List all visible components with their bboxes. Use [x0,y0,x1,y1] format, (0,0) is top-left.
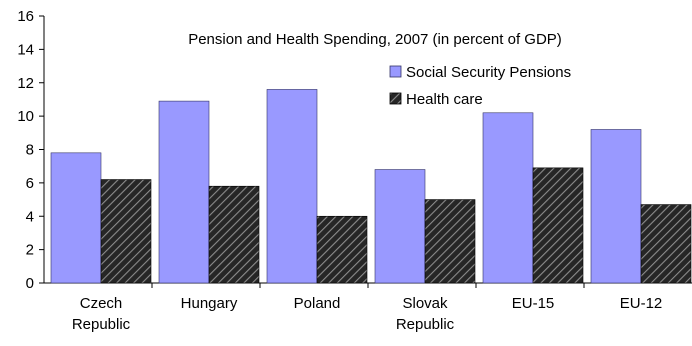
legend: Social Security Pensions Health care [389,64,571,108]
y-tick-label: 10 [17,108,34,125]
legend-label-health-care: Health care [406,91,483,108]
y-tick-label: 0 [26,275,34,292]
y-tick-label: 12 [17,75,34,92]
y-tick-label: 14 [17,41,34,58]
bar-health-care [208,185,260,284]
bar-health-care [640,204,692,284]
x-category-label: Poland [294,295,341,312]
bar-health-care [424,199,476,284]
y-tick-label: 2 [26,242,34,259]
bar-health-care [532,167,584,284]
bar-social-security-pensions [266,89,318,284]
y-tick-label: 4 [26,208,34,225]
x-category-label: Hungary [181,295,238,312]
legend-swatch-health-care [389,92,402,105]
bar-social-security-pensions [158,100,210,284]
y-tick-label: 16 [17,8,34,25]
bar-social-security-pensions [50,152,102,284]
y-tick-label: 6 [26,175,34,192]
legend-label-pensions: Social Security Pensions [406,64,571,81]
bar-health-care [100,179,152,284]
plot-area: 0 2 4 6 8 10 12 14 16 Czech Republic Hungary Poland S… [17,8,692,333]
chart-title: Pension and Health Spending, 2007 (in pe… [188,31,562,48]
legend-swatch-pensions [389,65,402,78]
x-category-label: Czech Republic [72,295,131,333]
bar-social-security-pensions [590,129,642,284]
bar-social-security-pensions [374,169,426,284]
bar-health-care [316,215,368,284]
x-category-label: EU-12 [620,295,663,312]
y-tick-label: 8 [26,142,34,159]
bar-social-security-pensions [482,112,534,284]
x-category-label: Slovak Republic [396,295,455,333]
x-category-label: EU-15 [512,295,555,312]
